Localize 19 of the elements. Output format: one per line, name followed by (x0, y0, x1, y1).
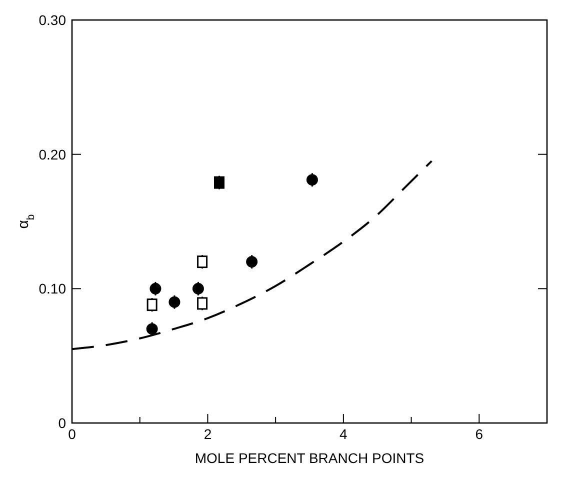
y-tick-label: 0.20 (38, 146, 66, 162)
point (197, 297, 208, 310)
x-tick-label: 0 (68, 426, 76, 442)
x-axis-title: MOLE PERCENT BRANCH POINTS (194, 450, 424, 466)
x-tick-label: 2 (204, 426, 212, 442)
y-tick-label: 0 (58, 415, 66, 431)
y-tick-label: 0.30 (38, 12, 66, 28)
point (168, 296, 180, 308)
point (214, 176, 224, 189)
x-tick-label: 4 (340, 426, 348, 442)
point (192, 282, 204, 294)
point (306, 174, 318, 186)
y-tick-label: 0.10 (38, 280, 66, 297)
x-tick-label: 6 (475, 426, 484, 442)
point (146, 298, 158, 312)
point (146, 323, 158, 335)
point (246, 256, 258, 268)
point (197, 256, 208, 268)
point (150, 282, 162, 294)
